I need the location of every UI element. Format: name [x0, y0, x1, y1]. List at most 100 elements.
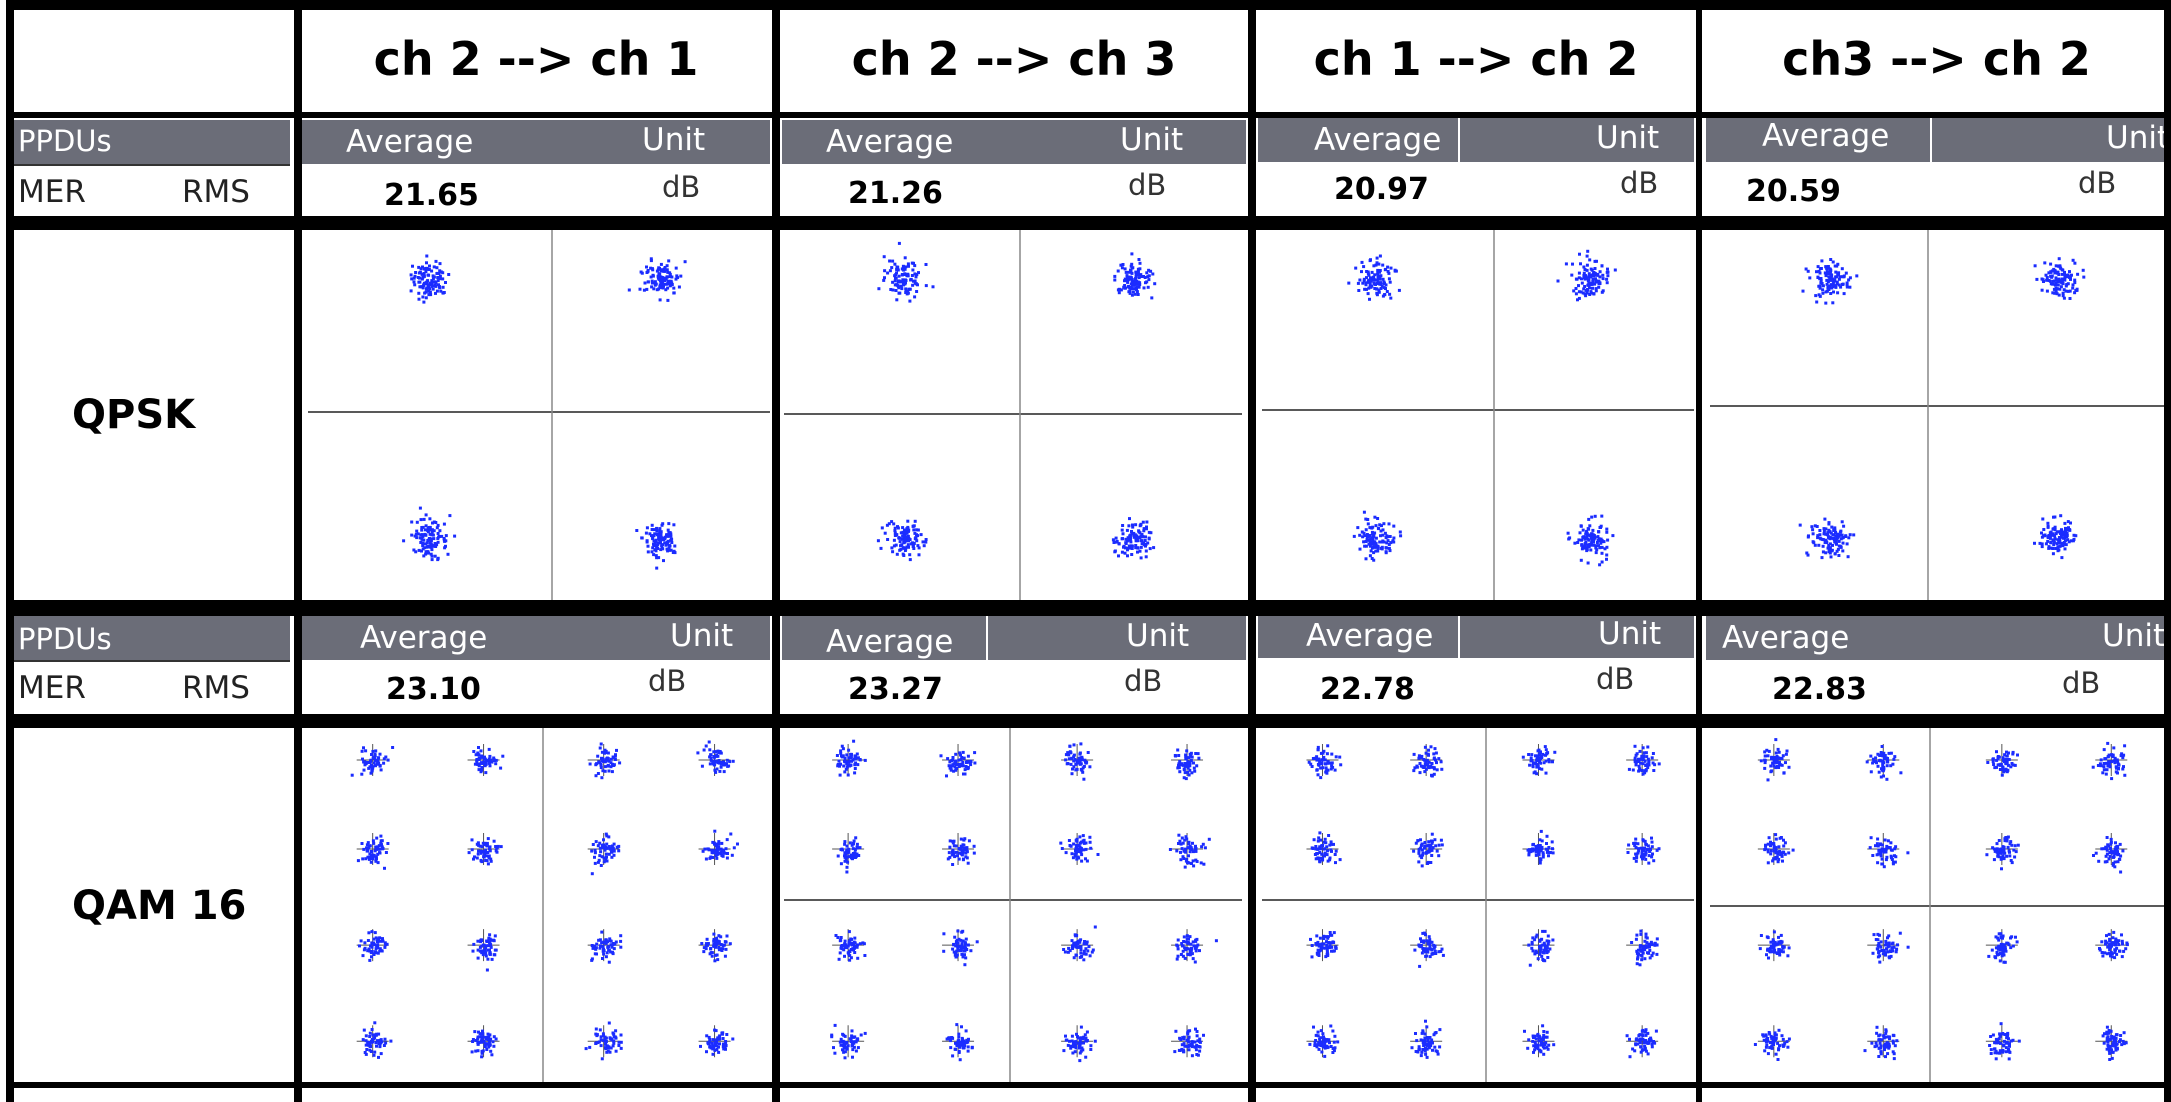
- constellation-point: [853, 767, 857, 770]
- constellation-point: [1084, 761, 1088, 765]
- constellation-point: [430, 554, 434, 558]
- constellation-point: [610, 770, 614, 774]
- constellation-point: [1387, 277, 1391, 281]
- constellation-point: [852, 948, 855, 952]
- constellation-point: [1322, 937, 1326, 940]
- rms-label: RMS: [182, 670, 250, 706]
- constellation-point: [651, 273, 655, 277]
- constellation-point: [1073, 941, 1077, 945]
- constellation-point: [2081, 268, 2085, 272]
- constellation-point: [1550, 840, 1554, 844]
- constellation-point: [672, 286, 676, 290]
- constellation-point: [1648, 948, 1652, 952]
- constellation-point: [1194, 949, 1198, 953]
- constellation-point: [1085, 942, 1089, 946]
- constellation-point: [1535, 755, 1539, 759]
- constellation-point: [437, 283, 440, 287]
- constellation-point: [1126, 278, 1130, 282]
- constellation-point: [1177, 833, 1181, 837]
- constellation-point: [1641, 746, 1645, 750]
- constellation-point: [1993, 849, 1997, 853]
- constellation-point: [1316, 948, 1320, 952]
- constellation-point: [657, 287, 661, 291]
- constellation-point: [484, 762, 488, 766]
- constellation-point: [1135, 288, 1138, 292]
- constellation-point: [2117, 857, 2121, 861]
- constellation-point: [1634, 1043, 1638, 1047]
- constellation-point: [665, 533, 668, 537]
- constellation-point: [1644, 751, 1648, 755]
- constellation-point: [477, 757, 481, 761]
- constellation-point: [1330, 764, 1334, 768]
- constellation-point: [1318, 831, 1322, 835]
- constellation-point: [1424, 933, 1427, 937]
- constellation-point: [906, 534, 910, 538]
- constellation-point: [1594, 289, 1598, 293]
- constellation-point: [1818, 529, 1822, 532]
- constellation-point: [1078, 1042, 1082, 1046]
- constellation-point: [960, 762, 964, 766]
- constellation-point: [635, 529, 639, 532]
- constellation-point: [1597, 544, 1601, 548]
- constellation-point: [1324, 762, 1328, 766]
- constellation-point: [894, 543, 898, 547]
- constellation-point: [2123, 773, 2127, 777]
- constellation-point: [1848, 276, 1852, 280]
- constellation-point: [1826, 531, 1830, 535]
- constellation-point: [487, 757, 491, 761]
- constellation-point: [1069, 751, 1073, 755]
- constellation-point: [714, 945, 718, 949]
- constellation-point: [430, 281, 434, 285]
- constellation-point: [855, 752, 859, 756]
- constellation-point: [716, 958, 720, 962]
- constellation-point: [1176, 954, 1180, 958]
- constellation-point: [1583, 268, 1587, 271]
- constellation-point: [1326, 946, 1330, 950]
- constellation-point: [380, 845, 384, 849]
- constellation-point: [1381, 277, 1385, 281]
- constellation-point: [409, 273, 413, 277]
- constellation-point: [644, 531, 648, 535]
- constellation-point: [1634, 859, 1638, 863]
- constellation-point: [1592, 292, 1596, 296]
- constellation-point: [1379, 287, 1383, 290]
- constellation-point: [1584, 532, 1588, 536]
- constellation-point: [1639, 1045, 1643, 1049]
- constellation-point: [1641, 1028, 1645, 1032]
- constellation-point: [419, 518, 423, 522]
- constellation-point: [1130, 271, 1134, 275]
- constellation-point: [2060, 556, 2064, 560]
- constellation-point: [1650, 855, 1654, 859]
- constellation-point: [442, 522, 446, 526]
- constellation-point: [1315, 755, 1319, 759]
- qpsk-constellation-svg: [1262, 230, 1694, 600]
- constellation-point: [845, 848, 849, 852]
- constellation-point: [714, 848, 718, 852]
- constellation-point: [1545, 951, 1549, 955]
- constellation-point: [442, 538, 446, 542]
- constellation-point: [1845, 283, 1849, 287]
- constellation-point: [1599, 526, 1602, 529]
- constellation-point: [1582, 271, 1586, 275]
- constellation-point: [373, 755, 376, 759]
- constellation-point: [1638, 945, 1642, 949]
- constellation-point: [957, 937, 961, 941]
- constellation-point: [1638, 1033, 1642, 1037]
- constellation-point: [1646, 945, 1650, 949]
- constellation-point: [1421, 1029, 1425, 1033]
- constellation-point: [1182, 1035, 1186, 1039]
- constellation-point: [668, 272, 672, 276]
- constellation-point: [1845, 542, 1849, 546]
- constellation-point: [1885, 777, 1889, 781]
- constellation-point: [1547, 758, 1551, 762]
- constellation-point: [1599, 541, 1603, 545]
- constellation-point: [962, 847, 966, 851]
- constellation-point: [1338, 755, 1342, 759]
- mer-unit: dB: [1620, 166, 1659, 200]
- constellation-point: [911, 283, 915, 287]
- constellation-point: [1546, 934, 1550, 938]
- constellation-point: [1824, 532, 1828, 536]
- constellation-point: [1640, 958, 1644, 962]
- constellation-point: [1585, 254, 1589, 258]
- constellation-point: [2062, 533, 2066, 537]
